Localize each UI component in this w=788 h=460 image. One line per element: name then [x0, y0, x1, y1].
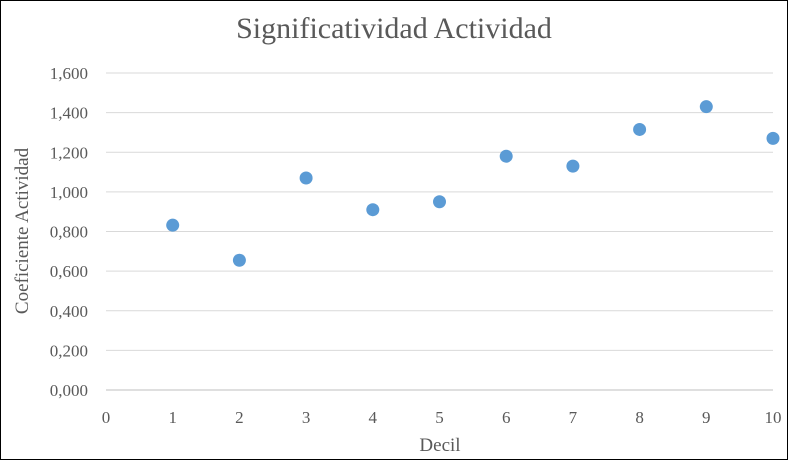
y-tick-label: 0,800 — [50, 223, 88, 242]
x-axis-title: Decil — [419, 435, 460, 456]
x-tick-label: 9 — [702, 408, 711, 427]
data-point — [566, 159, 580, 173]
y-axis-title: Coeficiente Actividad — [12, 147, 33, 314]
data-point — [166, 218, 180, 232]
data-point — [499, 149, 513, 163]
gridlines — [106, 72, 773, 351]
y-tick-label: 1,400 — [50, 104, 88, 123]
x-tick-label: 8 — [635, 408, 644, 427]
y-axis-ticks: 0,000 0,200 0,400 0,600 0,800 1,000 1,200 1,400… — [50, 64, 88, 400]
chart-title: Significatividad Actividad — [236, 12, 552, 45]
data-point — [232, 253, 246, 267]
x-tick-label: 3 — [302, 408, 311, 427]
y-tick-label: 0,200 — [50, 341, 88, 360]
y-tick-label: 1,200 — [50, 143, 88, 162]
x-tick-label: 4 — [369, 408, 378, 427]
y-tick-label: 0,400 — [50, 302, 88, 321]
data-point — [633, 122, 647, 136]
y-tick-label: 0,000 — [50, 381, 88, 400]
x-tick-label: 5 — [435, 408, 444, 427]
data-point — [366, 203, 380, 217]
x-tick-label: 1 — [168, 408, 177, 427]
data-point — [299, 171, 313, 185]
x-tick-label: 7 — [569, 408, 578, 427]
y-tick-label: 1,600 — [50, 64, 88, 83]
data-point — [766, 131, 780, 145]
x-axis-ticks: 0 1 2 3 4 5 6 7 8 9 10 — [102, 408, 782, 427]
x-tick-label: 10 — [765, 408, 782, 427]
y-tick-label: 1,000 — [50, 183, 88, 202]
x-tick-label: 2 — [235, 408, 244, 427]
y-tick-label: 0,600 — [50, 262, 88, 281]
data-points — [166, 100, 780, 267]
x-tick-label: 0 — [102, 408, 111, 427]
data-point — [699, 100, 713, 114]
x-tick-label: 6 — [502, 408, 511, 427]
data-point — [433, 195, 446, 209]
